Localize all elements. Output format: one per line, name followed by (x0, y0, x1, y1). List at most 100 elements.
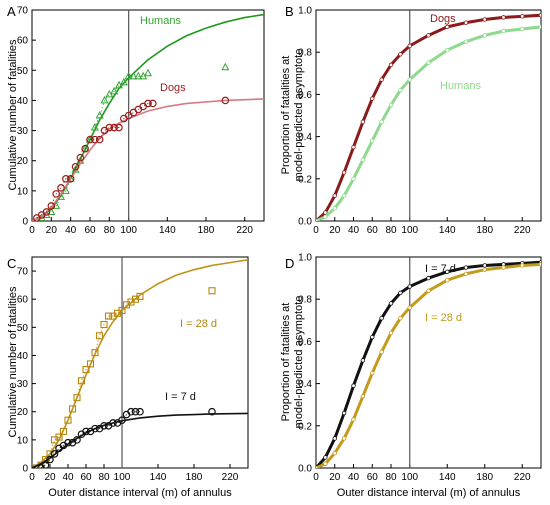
panel-A: 0 20 40 60 80 100 140 180 220 0 10 20 30 40 50 60 70A Cum… (7, 4, 265, 236)
curve-point (538, 24, 541, 30)
x-tick-label: 220 (222, 472, 239, 483)
curve-point (520, 26, 525, 32)
data-point (86, 135, 94, 144)
data-point (82, 427, 90, 436)
curve-point (379, 315, 384, 321)
curve-point (482, 17, 487, 22)
curve-point (463, 20, 469, 25)
curve-point (388, 62, 394, 68)
x-tick-label: 220 (236, 225, 253, 236)
curve-point (379, 119, 384, 125)
curve-point (332, 436, 337, 441)
curve-point (463, 39, 469, 44)
data-point (115, 123, 123, 132)
curve-point (370, 334, 375, 340)
data-point (66, 175, 75, 183)
x-tick-label: 220 (514, 225, 531, 236)
data-point (55, 433, 63, 441)
curve-point (398, 87, 403, 93)
y-tick-label: 0.2 (298, 174, 312, 185)
data-point (149, 99, 157, 108)
proportion-curve (316, 13, 541, 221)
x-tick-label: 140 (159, 225, 176, 236)
x-tick-label: 100 (120, 225, 137, 236)
y-tick-label: 30 (17, 379, 29, 390)
x-tick-label: 0 (29, 225, 35, 236)
data-point (110, 86, 119, 95)
curve-point (388, 330, 394, 336)
x-tick-label: 100 (401, 472, 418, 483)
data-point (129, 71, 138, 80)
curve-point (323, 461, 328, 466)
curve-point (323, 214, 328, 219)
y-tick-label: 60 (17, 295, 29, 306)
x-tick-label: 180 (476, 225, 493, 236)
curve-point (351, 383, 356, 388)
data-point (110, 123, 118, 132)
curve-point (407, 284, 412, 289)
data-point (136, 407, 144, 416)
curve-point (341, 410, 347, 416)
data-point (208, 407, 216, 416)
data-point (100, 421, 108, 430)
curve-point (407, 43, 412, 49)
y-tick-label: 20 (17, 156, 29, 167)
x-tick-label: 20 (46, 225, 58, 236)
data-point (95, 110, 104, 119)
plot-frame (315, 9, 542, 222)
x-tick-label: 40 (348, 472, 360, 483)
data-point (57, 184, 65, 192)
data-point (119, 77, 128, 86)
curve-point (520, 263, 525, 268)
data-point (221, 96, 230, 105)
x-tick-label: 60 (80, 472, 92, 483)
panel-label: A (7, 4, 16, 19)
data-connector (40, 411, 140, 468)
x-tick-label: 140 (439, 472, 456, 483)
fit-curve (32, 98, 264, 221)
curve-point (407, 305, 412, 310)
y-tick-label: 50 (17, 323, 29, 334)
x-tick-label: 100 (401, 225, 418, 236)
data-point (208, 287, 216, 295)
y-tick-label: 50 (17, 66, 29, 77)
x-tick-label: 60 (367, 225, 379, 236)
data-point (81, 144, 90, 152)
series-humans (316, 24, 541, 221)
data-point (61, 186, 70, 194)
data-point (144, 99, 152, 108)
series-label: I = 28 d (180, 318, 217, 330)
y-tick-label: 0.8 (298, 48, 312, 59)
y-tick-label: 70 (17, 267, 29, 278)
curve-point (398, 52, 403, 57)
data-point (134, 71, 143, 80)
series-label: Humans (440, 80, 481, 92)
data-point (50, 450, 59, 458)
curve-point (388, 102, 394, 108)
curve-point (370, 370, 375, 376)
data-point (104, 312, 113, 320)
curve-point (332, 206, 337, 211)
curve-point (388, 301, 394, 306)
curve-point (323, 210, 328, 215)
y-tick-label: 0 (22, 464, 28, 475)
y-tick-label: 1.0 (298, 253, 312, 264)
series-label: I = 28 d (425, 312, 462, 324)
x-tick-label: 20 (329, 225, 341, 236)
data-point (221, 62, 230, 71)
panel-D: 0 20 40 60 80 100 140 180 220 0.0 0.2 0.4 0.6 0.8 1.0 D… (280, 253, 542, 499)
series-label: Dogs (160, 82, 186, 94)
x-tick-label: 40 (62, 472, 74, 483)
curve-point (426, 288, 431, 293)
curve-point (351, 417, 356, 422)
plot-frame (31, 9, 265, 222)
x-tick-label: 80 (385, 472, 397, 483)
y-axis-label: Cumulative number of fatalities (7, 39, 19, 191)
y-tick-label: 0 (22, 217, 28, 228)
y-tick-label: 30 (17, 126, 29, 137)
fit-curve (32, 259, 248, 468)
curve-point (482, 263, 487, 268)
curve-point (341, 436, 347, 441)
curve-point (426, 60, 431, 65)
x-tick-label: 0 (313, 472, 319, 483)
